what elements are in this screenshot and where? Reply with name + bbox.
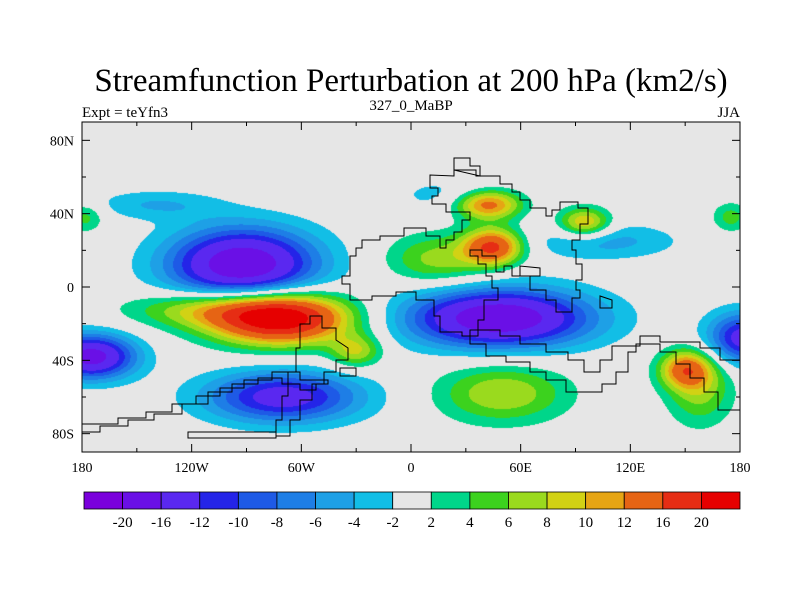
- left-subtitle: Expt = teYfn3: [82, 105, 168, 121]
- coastline-segment: [187, 431, 277, 439]
- coastlines: [81, 157, 741, 439]
- colorbar-swatch: [83, 491, 123, 510]
- right-subtitle: JJA: [717, 105, 740, 121]
- colorbar-swatch: [585, 491, 625, 510]
- colorbar-label: 2: [428, 515, 436, 531]
- x-tick-label: 0: [408, 461, 415, 476]
- y-tick-label: 80N: [50, 134, 74, 149]
- colorbar-swatch: [122, 491, 162, 510]
- contour-field: [82, 122, 740, 452]
- coastline-segment: [469, 329, 741, 411]
- coastline-segment: [275, 315, 349, 437]
- colorbar-label: -2: [386, 515, 399, 531]
- y-tick-label: 0: [67, 281, 74, 296]
- colorbar-swatch: [430, 491, 471, 510]
- colorbar-swatch: [469, 491, 509, 510]
- chart-title: Streamfunction Perturbation at 200 hPa (…: [94, 63, 727, 99]
- plot-area: 180 120W 60W 0 60E 120E 180 80N 40N 0 40S 80S: [50, 121, 751, 476]
- colorbar-label: -8: [271, 515, 284, 531]
- colorbar-swatch: [199, 491, 239, 510]
- colorbar-swatch: [237, 491, 278, 510]
- colorbar-label: 16: [655, 515, 671, 531]
- colorbar-label: 20: [694, 515, 709, 531]
- x-tick-label: 60W: [288, 461, 316, 476]
- colorbar-label: 4: [466, 515, 474, 531]
- x-tick-label: 60E: [509, 461, 532, 476]
- coastline-segment: [339, 367, 357, 377]
- coastline-segment: [519, 265, 541, 277]
- colorbar-swatch: [508, 491, 548, 510]
- x-axis: 180 120W 60W 0 60E 120E 180: [72, 122, 751, 476]
- colorbar-label: -10: [228, 515, 248, 531]
- colorbar-swatch: [392, 491, 432, 510]
- colorbar-swatch: [701, 491, 741, 510]
- colorbar-label: 6: [505, 515, 513, 531]
- coastline-segment: [81, 371, 329, 433]
- colorbar-swatch: [623, 491, 664, 510]
- coastline-segment: [453, 157, 481, 177]
- y-tick-label: 40S: [52, 354, 74, 369]
- y-tick-label: 80S: [52, 428, 74, 443]
- colorbar-label: -6: [309, 515, 322, 531]
- colorbar-label: -12: [190, 515, 210, 531]
- x-tick-label: 120E: [616, 461, 646, 476]
- colorbar-label: -16: [151, 515, 171, 531]
- x-tick-label: 120W: [175, 461, 210, 476]
- coastline-segment: [341, 169, 589, 337]
- center-subtitle: 327_0_MaBP: [369, 98, 452, 114]
- coastline-segment: [599, 295, 613, 309]
- colorbar-swatch: [662, 491, 702, 510]
- colorbar-label: 8: [543, 515, 551, 531]
- colorbar-swatch: [353, 491, 394, 510]
- colorbar-label: -4: [348, 515, 361, 531]
- colorbar-swatch: [315, 491, 355, 510]
- x-tick-label: 180: [730, 461, 751, 476]
- y-tick-label: 40N: [50, 208, 74, 223]
- colorbar-label: 10: [578, 515, 593, 531]
- colorbar-label: -20: [113, 515, 133, 531]
- colorbar-label: 12: [617, 515, 632, 531]
- colorbar-swatch: [276, 491, 316, 510]
- x-tick-label: 180: [72, 461, 93, 476]
- y-axis: 80N 40N 0 40S 80S: [50, 134, 740, 443]
- colorbar-swatch: [160, 491, 201, 510]
- colorbar-swatch: [546, 491, 587, 510]
- colorbar: -20 -16 -12 -10 -8 -6 -4 -2 2 4 6 8 10 12 16 20: [83, 491, 741, 531]
